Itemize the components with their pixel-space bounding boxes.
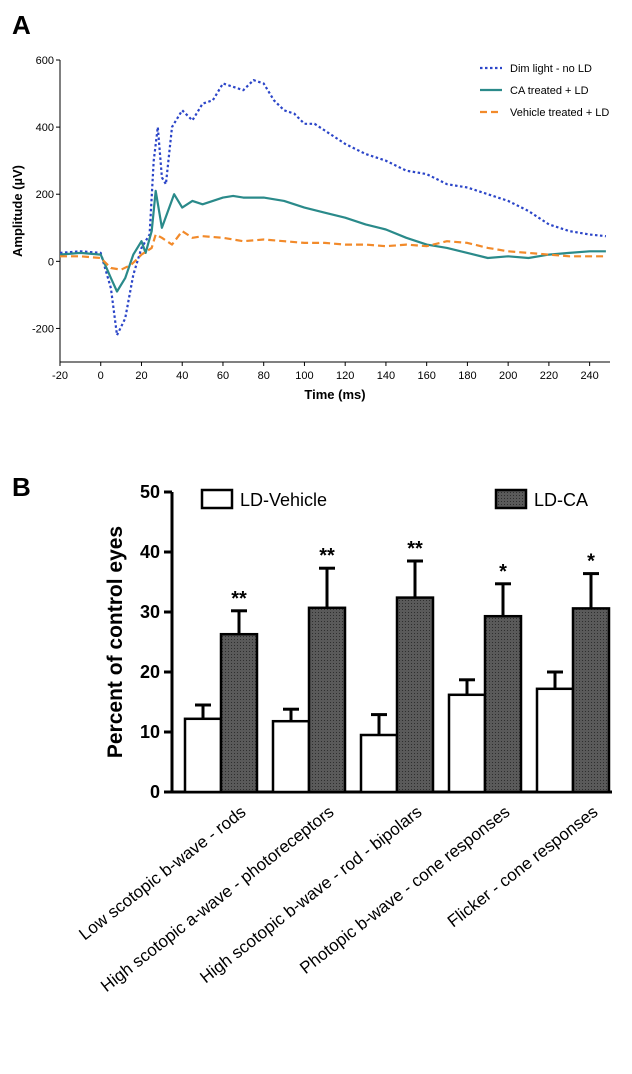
chart-b-significance-label: ** bbox=[407, 538, 423, 560]
chart-a-x-tick-label: 20 bbox=[135, 370, 147, 382]
chart-b-significance-label: ** bbox=[319, 545, 335, 567]
chart-a-series-line-3 bbox=[60, 230, 606, 271]
chart-b-category-label: Flicker - cone responses bbox=[444, 802, 602, 931]
chart-a-y-tick-label: 600 bbox=[36, 55, 54, 67]
chart-b-bars: **Low scotopic b-wave - rods**High scoto… bbox=[75, 538, 611, 996]
chart-a-legend-label: Dim light - no LD bbox=[510, 63, 592, 75]
chart-a-y-tick-label: 0 bbox=[48, 256, 54, 268]
chart-a-x-tick-label: 40 bbox=[176, 370, 188, 382]
chart-b-category-label: Low scotopic b-wave - rods bbox=[75, 802, 249, 944]
chart-a-x-tick-label: 180 bbox=[458, 370, 476, 382]
chart-b-legend-swatch bbox=[200, 488, 234, 510]
chart-b-significance-label: * bbox=[587, 551, 595, 573]
panel-b-label: B bbox=[12, 472, 31, 502]
chart-b-y-tick-label: 20 bbox=[140, 662, 160, 682]
chart-b-y-axis-title: Percent of control eyes bbox=[104, 526, 127, 758]
chart-b-significance-label: ** bbox=[231, 588, 247, 610]
chart-a-x-tick-label: -20 bbox=[52, 370, 68, 382]
chart-a-x-tick-label: 200 bbox=[499, 370, 517, 382]
chart-b-legend-swatch bbox=[494, 488, 528, 510]
chart-a-y-tick-label: 200 bbox=[36, 189, 54, 201]
chart-a-x-tick-label: 80 bbox=[258, 370, 270, 382]
chart-b-y-tick-label: 30 bbox=[140, 602, 160, 622]
chart-b-bar bbox=[307, 606, 347, 794]
chart-a-x-tick-label: 60 bbox=[217, 370, 229, 382]
chart-b-y-tick-label: 40 bbox=[140, 542, 160, 562]
chart-b-bar bbox=[359, 733, 399, 794]
chart-b-legend-label: LD-CA bbox=[534, 490, 588, 510]
chart-a-y-tick-label: -200 bbox=[32, 323, 54, 335]
chart-a-x-tick-label: 240 bbox=[580, 370, 598, 382]
chart-a-x-tick-label: 220 bbox=[540, 370, 558, 382]
chart-b-y-tick-label: 10 bbox=[140, 722, 160, 742]
chart-a-legend-label: CA treated + LD bbox=[510, 85, 589, 97]
chart-b-significance-label: * bbox=[499, 561, 507, 583]
chart-b-bar bbox=[271, 719, 311, 794]
chart-a-x-axis-title: Time (ms) bbox=[304, 387, 365, 402]
chart-b-bar bbox=[447, 693, 487, 794]
chart-a-x-tick-label: 160 bbox=[417, 370, 435, 382]
chart-a-legend: Dim light - no LD CA treated + LD Vehicle … bbox=[480, 63, 609, 119]
chart-a-series-line-1 bbox=[59, 79, 607, 337]
chart-b-bar bbox=[483, 614, 523, 794]
chart-a-x-tick-label: 140 bbox=[377, 370, 395, 382]
panel-a-label: A bbox=[12, 10, 31, 40]
chart-b-bar bbox=[183, 717, 223, 794]
chart-a-y-axis-title: Amplitude (µV) bbox=[10, 165, 25, 257]
chart-b-bar bbox=[535, 687, 575, 794]
chart-a-series-line-2 bbox=[59, 189, 606, 293]
chart-b-legend: LD-Vehicle LD-CA bbox=[200, 488, 588, 510]
chart-a-legend-label: Vehicle treated + LD bbox=[510, 107, 609, 119]
chart-b-bar bbox=[571, 607, 611, 794]
chart-a-y-tick-label: 400 bbox=[36, 122, 54, 134]
chart-b-bar bbox=[395, 596, 435, 794]
chart-a-x-tick-label: 120 bbox=[336, 370, 354, 382]
chart-b-bar bbox=[219, 632, 259, 794]
chart-b-legend-label: LD-Vehicle bbox=[240, 490, 327, 510]
chart-a-series bbox=[59, 79, 607, 337]
chart-a-x-tick-label: 100 bbox=[295, 370, 313, 382]
chart-b-y-tick-label: 50 bbox=[140, 482, 160, 502]
chart-a-x-tick-label: 0 bbox=[98, 370, 104, 382]
chart-b-y-tick-label: 0 bbox=[150, 782, 160, 802]
